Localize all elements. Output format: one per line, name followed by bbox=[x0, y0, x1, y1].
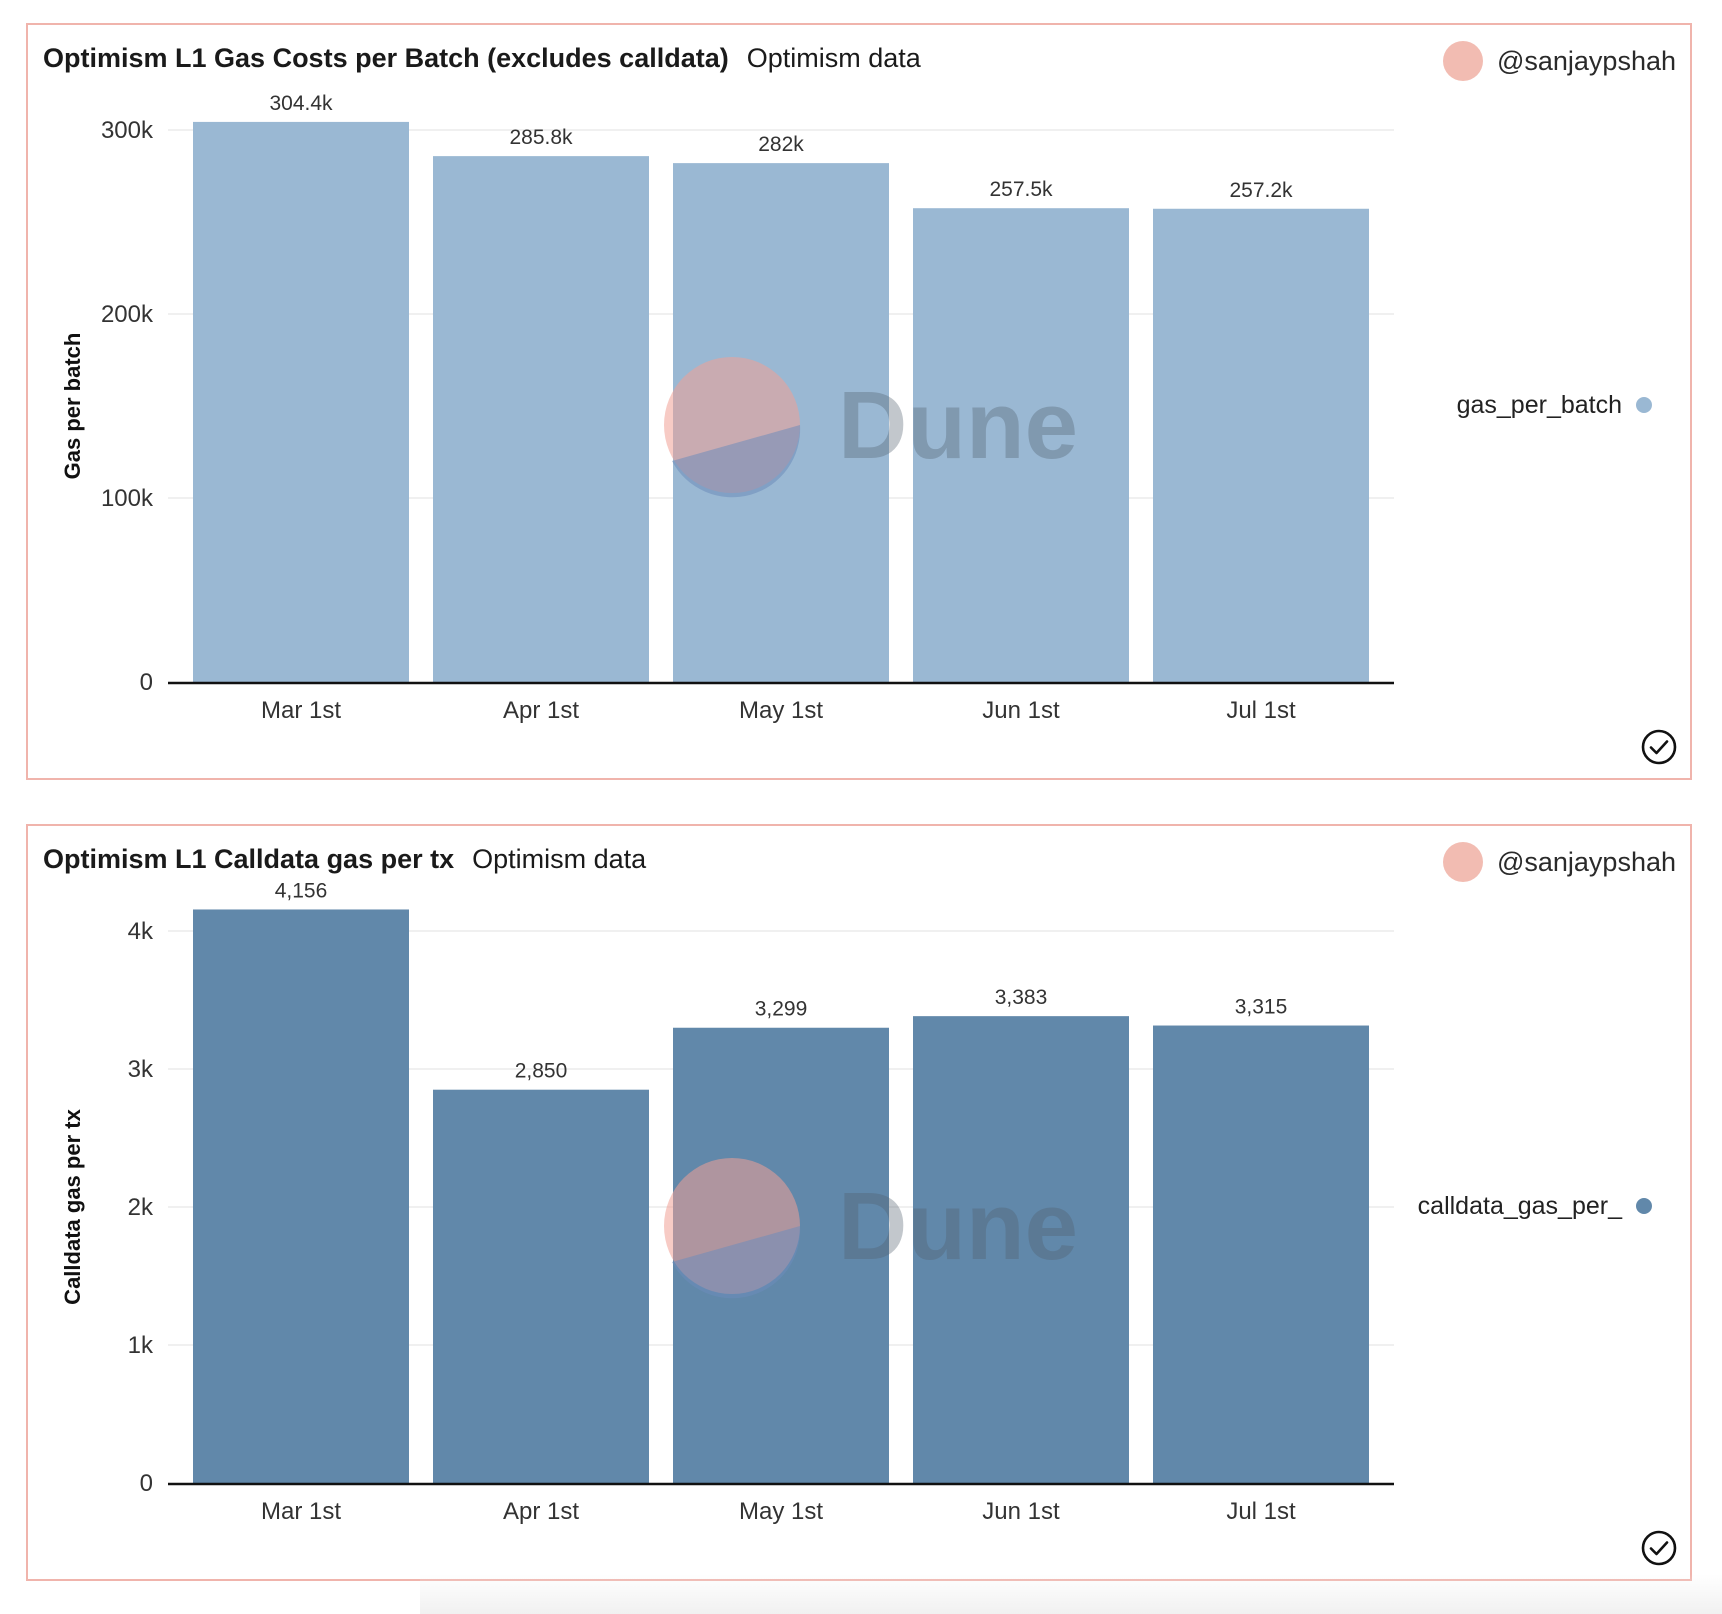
data-label: 3,383 bbox=[995, 986, 1048, 1009]
chart-panel-calldata-gas: 0 1k 2k 3k 4k 4,156 Mar 1st 2,850 Apr 1st 3,299 Ma… bbox=[26, 824, 1692, 1581]
chart-calldata-gas-per-tx: 0 1k 2k 3k 4k 4,156 Mar 1st 2,850 Apr 1st 3,299 Ma… bbox=[60, 879, 1652, 1525]
author-badge[interactable]: @sanjaypshah bbox=[1442, 842, 1676, 882]
data-label: 3,315 bbox=[1235, 996, 1288, 1019]
bottom-fade bbox=[420, 1574, 1722, 1614]
bar bbox=[433, 1089, 649, 1483]
bar bbox=[913, 208, 1129, 682]
chart-title: Optimism L1 Calldata gas per tx bbox=[43, 844, 455, 874]
data-label: 285.8k bbox=[509, 126, 573, 149]
chart-title: Optimism L1 Gas Costs per Batch (exclude… bbox=[43, 43, 729, 73]
legend-label: calldata_gas_per_ bbox=[1418, 1192, 1623, 1220]
watermark-logo-slice bbox=[672, 425, 801, 498]
y-tick-label: 300k bbox=[101, 117, 154, 144]
bar bbox=[913, 1016, 1129, 1483]
bar bbox=[1153, 1025, 1369, 1483]
y-tick-label: 3k bbox=[128, 1056, 154, 1083]
x-tick-label: Jul 1st bbox=[1226, 697, 1296, 724]
author-badge[interactable]: @sanjaypshah bbox=[1442, 41, 1676, 81]
panel-title: Optimism L1 Gas Costs per Batch (exclude… bbox=[43, 43, 921, 74]
author-name[interactable]: @sanjaypshah bbox=[1496, 45, 1676, 76]
y-tick-label: 4k bbox=[128, 918, 154, 945]
x-tick-label: Jul 1st bbox=[1226, 1498, 1296, 1525]
watermark-text: Dune bbox=[838, 372, 1078, 479]
y-tick-label: 1k bbox=[128, 1332, 154, 1359]
x-tick-label: Apr 1st bbox=[503, 1498, 579, 1525]
bar bbox=[433, 156, 649, 683]
x-tick-label: Mar 1st bbox=[261, 1498, 341, 1525]
x-tick-label: May 1st bbox=[739, 697, 823, 724]
watermark-text: Dune bbox=[838, 1173, 1078, 1280]
bar bbox=[193, 121, 409, 683]
legend-label: gas_per_batch bbox=[1457, 391, 1622, 419]
data-label: 3,299 bbox=[755, 998, 808, 1021]
data-label: 304.4k bbox=[269, 92, 333, 115]
y-tick-label: 0 bbox=[140, 1470, 153, 1497]
data-label: 257.2k bbox=[1229, 179, 1293, 202]
author-name[interactable]: @sanjaypshah bbox=[1496, 846, 1676, 877]
y-tick-label: 200k bbox=[101, 301, 154, 328]
avatar-icon bbox=[1442, 842, 1483, 882]
legend-dot-icon bbox=[1636, 397, 1652, 413]
data-label: 282k bbox=[758, 133, 804, 156]
y-axis-label: Gas per batch bbox=[60, 333, 85, 480]
check-circle-icon[interactable] bbox=[1640, 1529, 1678, 1567]
legend-dot-icon bbox=[1636, 1198, 1652, 1214]
check-circle-icon[interactable] bbox=[1640, 728, 1678, 766]
bar bbox=[1153, 208, 1369, 682]
panel-title: Optimism L1 Calldata gas per tx Optimism … bbox=[43, 844, 646, 875]
y-tick-label: 2k bbox=[128, 1194, 154, 1221]
y-tick-label: 100k bbox=[101, 485, 154, 512]
avatar-icon bbox=[1442, 41, 1483, 81]
data-label: 257.5k bbox=[989, 178, 1053, 201]
x-tick-label: Mar 1st bbox=[261, 697, 341, 724]
y-tick-label: 0 bbox=[140, 669, 153, 696]
watermark-logo-slice bbox=[672, 1226, 801, 1299]
chart-source: Optimism data bbox=[746, 43, 921, 73]
chart-source: Optimism data bbox=[472, 844, 647, 874]
data-label: 4,156 bbox=[275, 879, 328, 902]
x-tick-label: Jun 1st bbox=[982, 697, 1060, 724]
x-tick-label: Apr 1st bbox=[503, 697, 579, 724]
x-tick-label: May 1st bbox=[739, 1498, 823, 1525]
x-tick-label: Jun 1st bbox=[982, 1498, 1060, 1525]
chart-gas-per-batch: 0 100k 200k 300k 304.4k Mar 1st 285.8k Apr 1st 2… bbox=[60, 92, 1652, 724]
y-axis-label: Calldata gas per tx bbox=[60, 1108, 85, 1304]
bar bbox=[193, 909, 409, 1483]
chart-panel-gas-per-batch: 0 100k 200k 300k 304.4k Mar 1st 285.8k Apr 1st 2… bbox=[26, 23, 1692, 780]
data-label: 2,850 bbox=[515, 1060, 568, 1083]
